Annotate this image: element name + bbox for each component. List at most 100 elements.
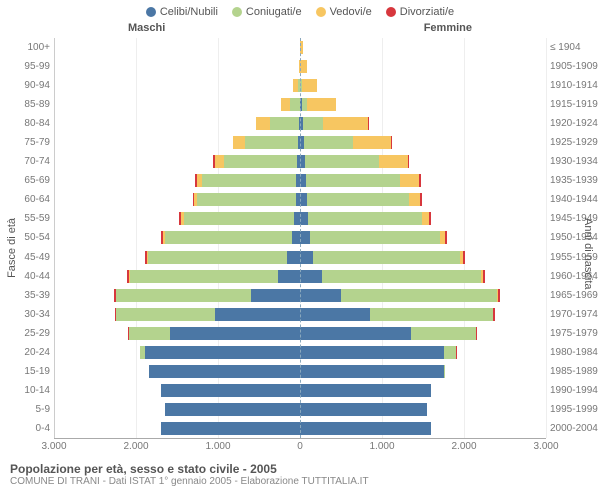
birthyear-label: 1910-1914 bbox=[550, 76, 598, 95]
birthyear-label: 1920-1924 bbox=[550, 114, 598, 133]
bar-segment bbox=[145, 346, 300, 359]
bar-segment bbox=[463, 251, 465, 264]
bar-segment bbox=[215, 155, 224, 168]
age-label: 15-19 bbox=[24, 362, 50, 381]
bar-row bbox=[301, 133, 547, 152]
bar-segment bbox=[130, 270, 277, 283]
bar-row bbox=[301, 209, 547, 228]
bar-segment bbox=[444, 346, 456, 359]
birthyear-label: 1935-1939 bbox=[550, 171, 598, 190]
bar-row bbox=[301, 152, 547, 171]
birthyear-label: ≤ 1904 bbox=[550, 38, 581, 57]
bar-segment bbox=[165, 403, 300, 416]
bar-segment bbox=[313, 251, 460, 264]
bar-segment bbox=[301, 308, 371, 321]
age-label: 60-64 bbox=[24, 190, 50, 209]
age-label: 30-34 bbox=[24, 305, 50, 324]
bar-row bbox=[55, 324, 301, 343]
center-axis bbox=[300, 38, 301, 438]
bar-segment bbox=[281, 98, 290, 111]
age-label: 40-44 bbox=[24, 267, 50, 286]
header-female: Femmine bbox=[424, 22, 472, 34]
bar-segment bbox=[301, 384, 432, 397]
bar-segment bbox=[411, 327, 476, 340]
bar-row bbox=[301, 419, 547, 438]
bar-row bbox=[301, 95, 547, 114]
population-pyramid-chart: Celibi/Nubili Coniugati/e Vedovi/e Divorzia… bbox=[0, 0, 600, 500]
bar-segment bbox=[165, 231, 292, 244]
bar-row bbox=[55, 190, 301, 209]
bar-segment bbox=[301, 231, 310, 244]
bar-row bbox=[301, 228, 547, 247]
bar-segment bbox=[301, 270, 322, 283]
bar-row bbox=[55, 152, 301, 171]
bar-segment bbox=[301, 60, 307, 73]
bar-segment bbox=[400, 174, 419, 187]
bar-segment bbox=[323, 117, 368, 130]
bar-row bbox=[55, 57, 301, 76]
bar-segment bbox=[353, 136, 391, 149]
legend-item: Coniugati/e bbox=[232, 6, 302, 18]
male-bars bbox=[54, 38, 301, 438]
bar-segment bbox=[170, 327, 301, 340]
x-tick: 2.000 bbox=[123, 441, 148, 452]
age-label: 65-69 bbox=[24, 171, 50, 190]
legend-swatch bbox=[146, 7, 156, 17]
bar-row bbox=[301, 190, 547, 209]
bar-segment bbox=[409, 193, 420, 206]
bar-segment bbox=[251, 289, 300, 302]
x-tick: 1.000 bbox=[369, 441, 394, 452]
bar-segment bbox=[202, 174, 296, 187]
header-male: Maschi bbox=[128, 22, 165, 34]
bar-segment bbox=[310, 231, 441, 244]
bar-row bbox=[301, 267, 547, 286]
bar-segment bbox=[420, 193, 422, 206]
bar-segment bbox=[429, 212, 431, 225]
legend-label: Divorziati/e bbox=[400, 6, 454, 18]
bar-segment bbox=[419, 174, 421, 187]
bar-segment bbox=[301, 212, 308, 225]
age-label: 55-59 bbox=[24, 209, 50, 228]
bar-row bbox=[301, 324, 547, 343]
age-label: 0-4 bbox=[36, 419, 50, 438]
age-label: 45-49 bbox=[24, 248, 50, 267]
age-label: 25-29 bbox=[24, 324, 50, 343]
bar-row bbox=[301, 57, 547, 76]
bar-segment bbox=[476, 327, 477, 340]
legend-label: Coniugati/e bbox=[246, 6, 302, 18]
bar-segment bbox=[408, 155, 409, 168]
legend-swatch bbox=[232, 7, 242, 17]
birthyear-label: 1990-1994 bbox=[550, 381, 598, 400]
bar-segment bbox=[308, 212, 423, 225]
bar-segment bbox=[287, 251, 300, 264]
bar-segment bbox=[493, 308, 495, 321]
age-label: 70-74 bbox=[24, 152, 50, 171]
bar-row bbox=[55, 381, 301, 400]
bar-segment bbox=[149, 365, 300, 378]
bar-segment bbox=[301, 346, 444, 359]
bar-row bbox=[55, 305, 301, 324]
bar-row bbox=[55, 267, 301, 286]
bar-segment bbox=[304, 136, 353, 149]
legend-label: Celibi/Nubili bbox=[160, 6, 218, 18]
bar-segment bbox=[301, 365, 444, 378]
legend-item: Vedovi/e bbox=[316, 6, 372, 18]
bar-row bbox=[301, 248, 547, 267]
bar-row bbox=[55, 400, 301, 419]
bar-row bbox=[55, 362, 301, 381]
bar-segment bbox=[270, 117, 299, 130]
bar-segment bbox=[498, 289, 500, 302]
bar-row bbox=[301, 381, 547, 400]
age-label: 5-9 bbox=[36, 400, 50, 419]
legend-label: Vedovi/e bbox=[330, 6, 372, 18]
bar-segment bbox=[290, 98, 300, 111]
x-axis: 3.0002.0001.00001.0002.0003.000 bbox=[54, 438, 546, 456]
age-label: 20-24 bbox=[24, 343, 50, 362]
birthyear-label: 1985-1989 bbox=[550, 362, 598, 381]
bar-segment bbox=[116, 289, 251, 302]
birthyear-label: 1940-1944 bbox=[550, 190, 598, 209]
footer-subtitle: COMUNE DI TRANI - Dati ISTAT 1° gennaio … bbox=[10, 476, 590, 487]
female-bars bbox=[301, 38, 547, 438]
bar-row bbox=[301, 305, 547, 324]
bar-row bbox=[55, 114, 301, 133]
